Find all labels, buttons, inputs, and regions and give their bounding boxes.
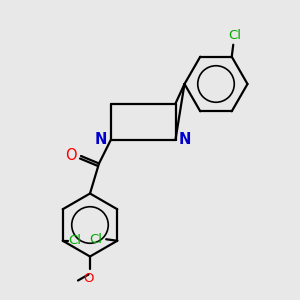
Text: N: N xyxy=(95,132,107,147)
Text: Cl: Cl xyxy=(89,233,102,246)
Text: Cl: Cl xyxy=(228,29,241,42)
Text: Cl: Cl xyxy=(68,234,81,247)
Text: O: O xyxy=(83,272,94,285)
Text: N: N xyxy=(179,132,191,147)
Text: O: O xyxy=(65,148,76,164)
